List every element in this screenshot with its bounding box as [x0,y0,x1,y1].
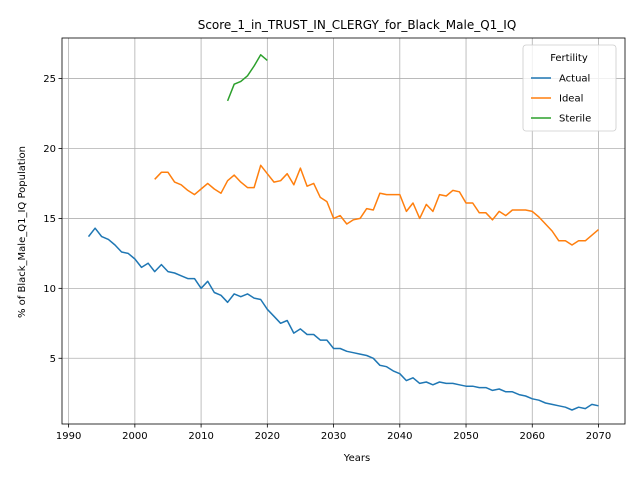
x-tick-label: 2050 [453,431,478,442]
series-line-ideal [154,164,599,246]
x-tick-label: 2010 [188,431,213,442]
series-layer [87,54,599,411]
series-line-sterile [226,54,268,102]
y-tick-label: 15 [43,214,56,225]
x-tick-label: 2000 [122,431,147,442]
series-line-actual [87,227,599,411]
y-axis-label: % of Black_Male_Q1_IQ Population [17,146,28,318]
x-axis-ticks: 1990 2000 2010 2020 2030 2040 2050 2060 2070 [56,424,611,442]
x-tick-label: 2070 [586,431,611,442]
x-tick-label: 2040 [387,431,412,442]
legend: Fertility Actual Ideal Sterile [522,44,617,132]
legend-title: Fertility [550,53,588,64]
y-tick-label: 5 [50,354,56,365]
legend-label-ideal: Ideal [559,94,583,105]
plot-area-frame [61,37,626,425]
y-tick-label: 10 [43,284,56,295]
x-tick-label: 1990 [56,431,81,442]
y-tick-label: 20 [43,144,56,155]
legend-items: Actual Ideal Sterile [531,74,591,125]
legend-label-actual: Actual [559,74,590,85]
y-axis-ticks: 5 10 15 20 25 [43,74,62,365]
x-tick-label: 2030 [321,431,346,442]
x-tick-label: 2060 [520,431,545,442]
y-tick-label: 25 [43,74,56,85]
legend-box [522,44,617,132]
x-axis-label: Years [343,453,370,464]
chart-title: Score_1_in_TRUST_IN_CLERGY_for_Black_Mal… [198,18,517,32]
x-tick-label: 2020 [255,431,280,442]
legend-label-sterile: Sterile [559,114,591,125]
